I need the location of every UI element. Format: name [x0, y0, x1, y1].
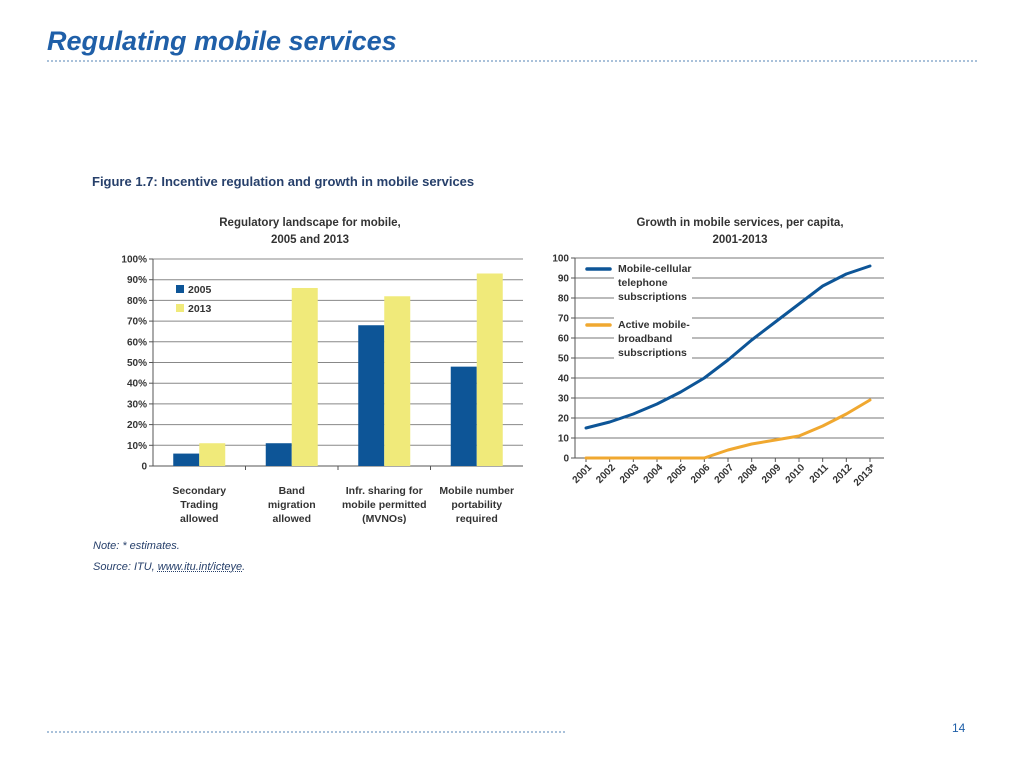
line-xtick-label: 2004 — [642, 462, 666, 486]
bar-ytick-label: 100% — [121, 255, 147, 266]
bar-category-label: Infr. sharing for — [346, 485, 423, 497]
line-ytick-label: 40 — [558, 374, 570, 385]
line-ytick-label: 60 — [558, 334, 570, 345]
bar-2013-1 — [291, 287, 318, 466]
bar-chart-title-line1: Regulatory landscape for mobile, — [219, 217, 401, 229]
bar-2005-3 — [450, 366, 477, 466]
bar-ytick-label: 40% — [127, 379, 147, 390]
line-chart-title-line1: Growth in mobile services, per capita, — [636, 217, 844, 229]
line-xtick-label: 2001 — [571, 462, 595, 486]
line-xtick-label: 2008 — [736, 462, 760, 486]
line-xtick-label: 2010 — [784, 462, 808, 486]
line-chart-title: Growth in mobile services, per capita, 2… — [600, 215, 880, 249]
bar-ytick-label: 90% — [127, 275, 147, 286]
bar-category-label: Mobile number — [439, 485, 514, 497]
bar-ytick-label: 10% — [127, 441, 147, 452]
series-line-1 — [584, 398, 872, 460]
legend-label-1: subscriptions — [618, 347, 687, 359]
legend-label-1: Active mobile- — [618, 319, 690, 331]
figure-caption: Figure 1.7: Incentive regulation and gro… — [92, 174, 475, 189]
line-ytick-label: 10 — [558, 434, 570, 445]
bar-ytick-label: 20% — [127, 420, 147, 431]
bar-category-label: (MVNOs) — [362, 513, 406, 525]
legend-swatch-2005 — [176, 285, 184, 293]
line-xtick-label: 2011 — [808, 462, 831, 485]
line-xtick-label: 2006 — [689, 462, 713, 486]
bar-chart-title: Regulatory landscape for mobile, 2005 an… — [180, 215, 440, 249]
line-ytick-label: 100 — [552, 254, 569, 265]
figure-note: Note: * estimates. — [93, 540, 180, 552]
line-ytick-label: 50 — [558, 354, 570, 365]
legend-text-bg-1 — [614, 315, 692, 361]
bar-ytick-label: 50% — [127, 358, 147, 369]
line-ytick-label: 0 — [563, 454, 569, 465]
bar-2005-1 — [265, 443, 292, 466]
line-ytick-label: 90 — [558, 274, 570, 285]
bar-ytick-label: 80% — [127, 296, 147, 307]
title-divider — [47, 60, 977, 62]
bar-category-label: migration — [268, 499, 316, 511]
line-xtick-label: 2013* — [852, 462, 878, 488]
bar-category-label: portability — [451, 499, 502, 511]
bar-2005-2 — [358, 325, 385, 466]
line-xtick-label: 2005 — [665, 462, 689, 486]
bar-2013-3 — [476, 273, 503, 466]
legend-label-2005: 2005 — [188, 284, 212, 296]
bar-2005-0 — [173, 453, 200, 466]
bar-chart-title-line2: 2005 and 2013 — [270, 234, 349, 246]
line-xtick-label: 2012 — [831, 462, 855, 486]
line-xtick-label: 2002 — [594, 462, 618, 486]
legend-label-0: Mobile-cellular — [618, 263, 692, 275]
source-suffix: . — [242, 561, 246, 573]
legend-swatch-2013 — [176, 304, 184, 312]
page-number: 14 — [952, 721, 966, 735]
line-ytick-label: 30 — [558, 394, 570, 405]
legend-label-2013: 2013 — [188, 303, 212, 315]
legend-text-bg-0 — [614, 259, 692, 305]
line-xtick-label: 2009 — [760, 462, 784, 486]
line-xtick-label: 2007 — [713, 462, 737, 486]
slide-title: Regulating mobile services — [47, 26, 397, 56]
bar-category-label: allowed — [180, 513, 219, 525]
bar-ytick-label: 70% — [127, 317, 147, 328]
line-ytick-label: 70 — [558, 314, 570, 325]
figure-source: Source: ITU, www.itu.int/icteye. — [93, 561, 245, 573]
line-ytick-label: 80 — [558, 294, 570, 305]
bar-category-label: mobile permitted — [342, 499, 427, 511]
series-line-0 — [584, 264, 872, 430]
bar-category-label: allowed — [272, 513, 311, 525]
bar-category-label: Secondary — [172, 485, 226, 497]
line-xtick-label: 2003 — [618, 462, 642, 486]
source-link[interactable]: www.itu.int/icteye — [157, 561, 243, 573]
legend-label-0: subscriptions — [618, 291, 687, 303]
legend-label-1: broadband — [618, 333, 672, 345]
bar-category-label: Trading — [180, 499, 218, 511]
legend-label-0: telephone — [618, 277, 668, 289]
bar-ytick-label: 60% — [127, 337, 147, 348]
bar-2013-0 — [199, 443, 226, 466]
line-ytick-label: 20 — [558, 414, 570, 425]
bar-ytick-label: 30% — [127, 399, 147, 410]
bar-category-label: required — [456, 513, 498, 525]
line-chart-title-line2: 2001-2013 — [712, 234, 768, 246]
source-prefix: Source: ITU, — [93, 561, 158, 573]
bar-ytick-label: 0 — [141, 462, 147, 473]
bar-category-label: Band — [279, 485, 305, 497]
footer-divider — [47, 731, 565, 733]
bar-2013-2 — [384, 296, 411, 466]
